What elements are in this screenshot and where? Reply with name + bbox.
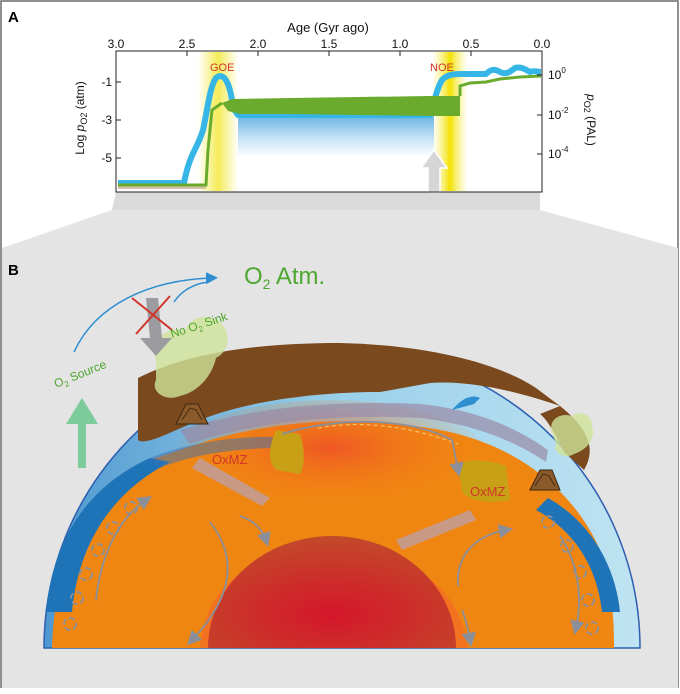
zoom-arrow [419,148,449,193]
right-slab-fragment [396,510,476,550]
mid-proterozoic-gradient [238,112,434,157]
x-tick-label: 0.0 [534,37,551,51]
o2-sink-arrow [140,298,172,356]
x-tick-label: 1.0 [392,37,409,51]
y-left-tick-label: -5 [101,151,112,165]
volcanic-cloud-left [154,316,228,398]
o2-source-arrow [66,398,98,468]
core [208,536,456,648]
green-o2-band [222,96,460,116]
x-tick-label: 0.5 [463,37,480,51]
convection-arrow [457,524,514,587]
convection-arrow [239,515,271,547]
x-tick-label: 1.5 [321,37,338,51]
y-right-tick-label: 10-4 [548,145,569,161]
volcano-right-detail [534,473,556,487]
red-cross-line [135,295,171,335]
ocean-current-arrow [452,396,480,410]
volcano-left-icon [175,403,209,425]
x-tick-label: 2.0 [250,37,267,51]
mantle-swirls-left [63,501,138,631]
oxmz-left-label: OxMZ [212,452,247,467]
convection-arrow [95,496,152,601]
oxmz-right-patch [458,460,510,502]
x-axis-title: Age (Gyr ago) [287,20,369,35]
volcanic-cloud-right [551,413,593,457]
y-right-tick-label: 10-2 [548,106,569,122]
continental-crust [138,343,560,442]
panel-a-chart: Age (Gyr ago) 3.0 2.5 2.0 1.5 1.0 0.5 0.… [73,20,598,193]
y-left-axis-title: Log pO2 (atm) [73,81,89,154]
y-right-ticks [537,74,542,155]
no-sink-flux-arrow [173,281,209,303]
mantle-swirls-right [541,515,599,635]
projection-shaft [112,192,540,210]
oxmz-left-patch [269,430,304,474]
left-slab-fragment [192,458,270,506]
dashed-boundary [317,423,459,445]
earth-cross-section [43,272,641,649]
convection-arrow [559,535,585,636]
x-ticks [115,51,543,56]
goe-label: GOE [210,62,234,74]
volcano-left-detail [181,407,203,421]
blue-o2-curve [118,64,542,186]
convection-arrow [281,420,464,478]
panel-a-label: A [8,9,19,26]
o2-source-flux-arrow [73,272,218,353]
right-subducting-slab [536,498,620,612]
x-tick-label: 3.0 [108,37,125,51]
o2-atm-label: O2 Atm. [244,263,325,292]
y-right-axis-title: pO2 (PAL) [582,93,598,146]
y-left-tick-label: -1 [101,75,112,89]
left-lithosphere [150,436,275,468]
oxmz-right-label: OxMZ [470,484,505,499]
noe-label: NOE [430,62,454,74]
convection-arrow [461,609,476,648]
y-left-ticks [116,81,121,159]
panel-b-label: B [8,262,19,279]
red-cross-line [131,297,173,331]
y-left-tick-label: -3 [101,113,112,127]
x-tick-label: 2.5 [179,37,196,51]
green-o2-curve [118,74,542,187]
volcano-right-icon [529,469,561,491]
left-subducting-slab [46,458,170,612]
convection-arrow [187,521,229,646]
lithospheric-keel [180,403,548,462]
y-right-tick-label: 100 [548,66,566,82]
